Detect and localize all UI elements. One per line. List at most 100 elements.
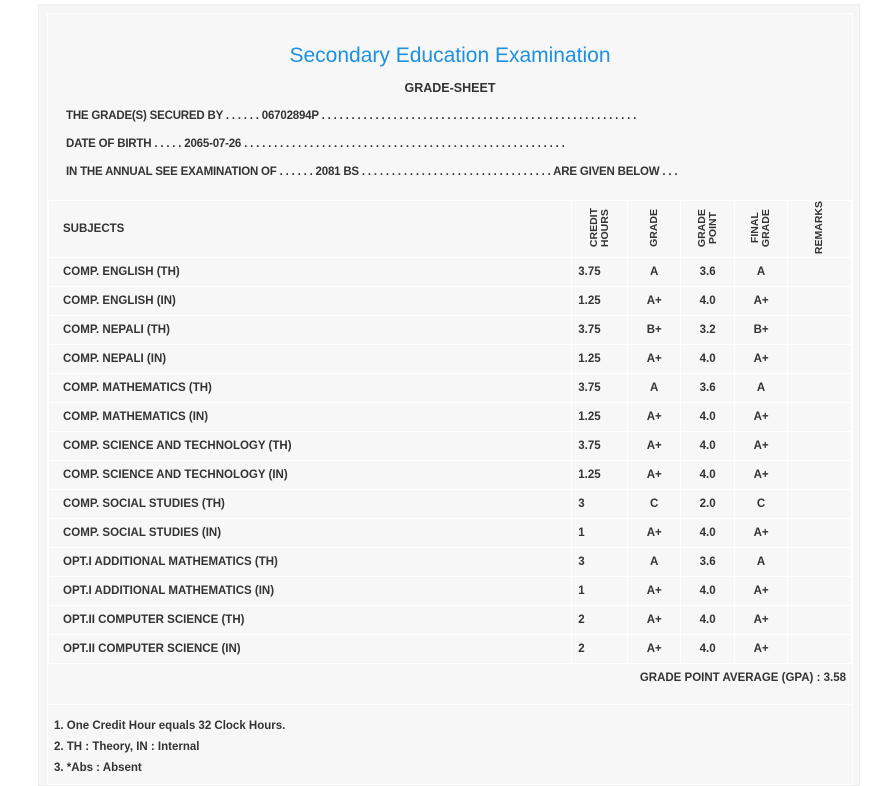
grade-cell: A+ bbox=[627, 402, 682, 433]
final-grade-cell: A+ bbox=[734, 518, 789, 549]
remarks-cell bbox=[787, 373, 852, 404]
credit-hours-cell: 1 bbox=[571, 518, 629, 549]
note: 3. *Abs : Absent bbox=[54, 762, 142, 774]
table-row: COMP. SOCIAL STUDIES (IN) 1 A+ 4.0 A+ bbox=[47, 518, 852, 549]
table-row: COMP. SCIENCE AND TECHNOLOGY (TH) 3.75 A+ 4… bbox=[47, 431, 852, 462]
remarks-cell bbox=[787, 489, 852, 520]
grade-point-cell: 4.0 bbox=[680, 344, 736, 375]
grade-cell: A+ bbox=[627, 576, 682, 607]
grade-cell: A bbox=[627, 547, 682, 578]
subject-cell: COMP. SOCIAL STUDIES (IN) bbox=[47, 518, 573, 549]
note: 1. One Credit Hour equals 32 Clock Hours… bbox=[54, 720, 286, 732]
grade-cell: A+ bbox=[627, 431, 682, 462]
subject-cell: COMP. NEPALI (IN) bbox=[47, 344, 573, 375]
final-grade-cell: A+ bbox=[734, 634, 789, 665]
final-grade-cell: A+ bbox=[734, 460, 789, 491]
grade-point-cell: 4.0 bbox=[680, 286, 736, 317]
grade-cell: C bbox=[627, 489, 682, 520]
header-remarks: REMARKS bbox=[813, 201, 826, 255]
grade-sheet-panel: Secondary Education Examination GRADE-SH… bbox=[38, 4, 860, 786]
credit-hours-cell: 2 bbox=[571, 605, 629, 636]
grade-cell: A+ bbox=[627, 518, 682, 549]
grade-point-cell: 4.0 bbox=[680, 402, 736, 433]
subject-cell: COMP. SOCIAL STUDIES (TH) bbox=[47, 489, 573, 520]
secured-by-line: THE GRADE(S) SECURED BY . . . . . . 0670… bbox=[66, 110, 637, 122]
grade-cell: A+ bbox=[627, 286, 682, 317]
final-grade-cell: A+ bbox=[734, 402, 789, 433]
grade-cell: A+ bbox=[627, 460, 682, 491]
header-grade-point: GRADE POINT bbox=[695, 208, 719, 247]
header-grade: GRADE bbox=[647, 208, 660, 247]
credit-hours-cell: 1.25 bbox=[571, 402, 629, 433]
table-row: OPT.I ADDITIONAL MATHEMATICS (IN) 1 A+ 4.0 A… bbox=[47, 576, 852, 607]
remarks-cell bbox=[787, 460, 852, 491]
credit-hours-cell: 2 bbox=[571, 634, 629, 665]
credit-hours-cell: 3 bbox=[571, 489, 629, 520]
header-credit-hours: CREDIT HOURS bbox=[587, 208, 611, 248]
grade-cell: A+ bbox=[627, 344, 682, 375]
header-final-grade: FINAL GRADE bbox=[749, 208, 773, 247]
header-subjects: SUBJECTS bbox=[47, 199, 573, 259]
grade-point-cell: 3.6 bbox=[680, 257, 736, 288]
subject-cell: COMP. SCIENCE AND TECHNOLOGY (IN) bbox=[47, 460, 573, 491]
final-grade-cell: A+ bbox=[734, 431, 789, 462]
exam-line: IN THE ANNUAL SEE EXAMINATION OF . . . .… bbox=[66, 166, 678, 178]
subject-cell: COMP. ENGLISH (TH) bbox=[47, 257, 573, 288]
grade-point-cell: 4.0 bbox=[680, 605, 736, 636]
table-row: OPT.I ADDITIONAL MATHEMATICS (TH) 3 A 3.6 A bbox=[47, 547, 852, 578]
notes: 1. One Credit Hour equals 32 Clock Hours… bbox=[54, 716, 285, 779]
table-header-row: SUBJECTS CREDIT HOURS GRADE GRADE POINT … bbox=[47, 199, 852, 259]
grade-point-cell: 2.0 bbox=[680, 489, 736, 520]
grade-cell: A bbox=[627, 373, 682, 404]
grade-point-cell: 4.0 bbox=[680, 634, 736, 665]
credit-hours-cell: 1.25 bbox=[571, 286, 629, 317]
subject-cell: COMP. MATHEMATICS (TH) bbox=[47, 373, 573, 404]
grade-point-cell: 4.0 bbox=[680, 460, 736, 491]
table-row: COMP. MATHEMATICS (TH) 3.75 A 3.6 A bbox=[47, 373, 852, 404]
table-row: COMP. SOCIAL STUDIES (TH) 3 C 2.0 C bbox=[47, 489, 852, 520]
subject-cell: COMP. NEPALI (TH) bbox=[47, 315, 573, 346]
final-grade-cell: A+ bbox=[734, 605, 789, 636]
grade-sheet: Secondary Education Examination GRADE-SH… bbox=[47, 13, 853, 785]
credit-hours-cell: 1.25 bbox=[571, 460, 629, 491]
grade-cell: A+ bbox=[627, 634, 682, 665]
subject-cell: OPT.I ADDITIONAL MATHEMATICS (IN) bbox=[47, 576, 573, 607]
final-grade-cell: A bbox=[734, 547, 789, 578]
remarks-cell bbox=[787, 547, 852, 578]
remarks-cell bbox=[787, 576, 852, 607]
final-grade-cell: A+ bbox=[734, 576, 789, 607]
grade-point-cell: 4.0 bbox=[680, 431, 736, 462]
remarks-cell bbox=[787, 315, 852, 346]
final-grade-cell: A bbox=[734, 373, 789, 404]
table-row: OPT.II COMPUTER SCIENCE (TH) 2 A+ 4.0 A+ bbox=[47, 605, 852, 636]
remarks-cell bbox=[787, 518, 852, 549]
grade-point-cell: 3.2 bbox=[680, 315, 736, 346]
divider bbox=[48, 704, 852, 705]
gpa-value: GRADE POINT AVERAGE (GPA) : 3.58 bbox=[639, 672, 846, 684]
final-grade-cell: A+ bbox=[734, 286, 789, 317]
final-grade-cell: A bbox=[734, 257, 789, 288]
page-subtitle: GRADE-SHEET bbox=[404, 81, 496, 95]
grade-cell: A bbox=[627, 257, 682, 288]
subject-cell: OPT.II COMPUTER SCIENCE (TH) bbox=[47, 605, 573, 636]
grade-cell: B+ bbox=[627, 315, 682, 346]
table-row: COMP. ENGLISH (IN) 1.25 A+ 4.0 A+ bbox=[47, 286, 852, 317]
remarks-cell bbox=[787, 634, 852, 665]
credit-hours-cell: 1 bbox=[571, 576, 629, 607]
remarks-cell bbox=[787, 257, 852, 288]
final-grade-cell: B+ bbox=[734, 315, 789, 346]
table-row: OPT.II COMPUTER SCIENCE (IN) 2 A+ 4.0 A+ bbox=[47, 634, 852, 665]
page-title: Secondary Education Examination bbox=[289, 44, 611, 67]
remarks-cell bbox=[787, 605, 852, 636]
subject-cell: OPT.II COMPUTER SCIENCE (IN) bbox=[47, 634, 573, 665]
table-row: COMP. NEPALI (IN) 1.25 A+ 4.0 A+ bbox=[47, 344, 852, 375]
grade-cell: A+ bbox=[627, 605, 682, 636]
table-row: COMP. MATHEMATICS (IN) 1.25 A+ 4.0 A+ bbox=[47, 402, 852, 433]
grade-point-cell: 4.0 bbox=[680, 518, 736, 549]
credit-hours-cell: 1.25 bbox=[571, 344, 629, 375]
grades-table: SUBJECTS CREDIT HOURS GRADE GRADE POINT … bbox=[47, 199, 852, 665]
table-row: COMP. NEPALI (TH) 3.75 B+ 3.2 B+ bbox=[47, 315, 852, 346]
subject-cell: COMP. ENGLISH (IN) bbox=[47, 286, 573, 317]
remarks-cell bbox=[787, 431, 852, 462]
credit-hours-cell: 3 bbox=[571, 547, 629, 578]
